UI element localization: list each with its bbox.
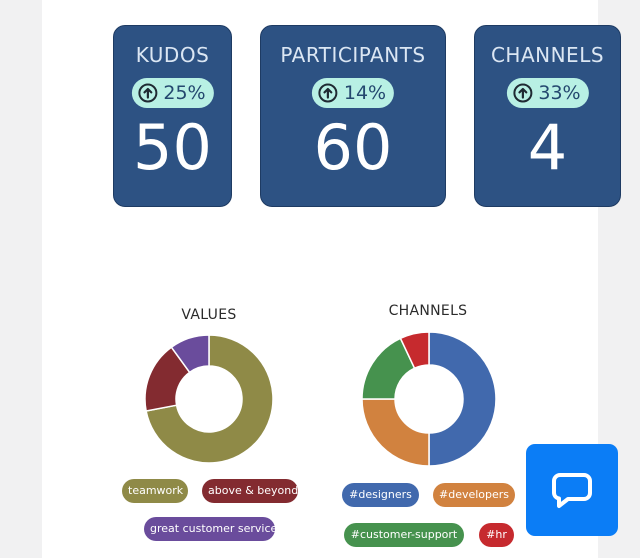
stat-value: 60 bbox=[313, 111, 393, 184]
channels-chart-title: CHANNELS bbox=[388, 303, 468, 319]
donut-slice[interactable] bbox=[145, 334, 274, 464]
stat-value: 4 bbox=[527, 111, 568, 184]
legend-item[interactable]: #designers bbox=[342, 483, 419, 507]
stat-change-value: 14% bbox=[343, 82, 387, 104]
donut-slice[interactable] bbox=[361, 398, 430, 467]
stat-change-value: 33% bbox=[538, 82, 581, 104]
values-chart-title: VALUES bbox=[181, 307, 237, 323]
stat-value: 50 bbox=[133, 111, 212, 184]
stat-change-badge: 25% bbox=[131, 78, 214, 108]
channels-donut-chart bbox=[361, 331, 497, 467]
legend-item[interactable]: above & beyond bbox=[202, 479, 298, 503]
stat-title: KUDOS bbox=[135, 43, 210, 67]
stat-change-badge: 33% bbox=[506, 78, 589, 108]
chat-bubble-icon bbox=[552, 473, 592, 508]
legend-item[interactable]: great customer service bbox=[144, 517, 277, 541]
legend-item[interactable]: teamwork bbox=[122, 479, 188, 503]
donut-slice[interactable] bbox=[428, 331, 497, 467]
values-donut-chart bbox=[144, 334, 274, 464]
donut-slice[interactable] bbox=[399, 331, 430, 370]
stat-change-value: 25% bbox=[163, 82, 206, 104]
stat-title: PARTICIPANTS bbox=[280, 43, 426, 67]
stat-change-badge: 14% bbox=[311, 78, 395, 108]
kudos-stat-card: KUDOS 25% 50 bbox=[113, 25, 232, 207]
donut-slice[interactable] bbox=[170, 334, 210, 374]
arrow-up-circle-icon bbox=[512, 83, 532, 103]
legend-item[interactable]: #customer-support bbox=[344, 523, 464, 547]
arrow-up-circle-icon bbox=[318, 83, 338, 103]
legend-item[interactable]: #hr bbox=[479, 523, 514, 547]
legend-item[interactable]: #developers bbox=[433, 483, 515, 507]
channels-stat-card: CHANNELS 33% 4 bbox=[474, 25, 621, 207]
chat-button[interactable] bbox=[526, 444, 618, 536]
stat-title: CHANNELS bbox=[490, 43, 605, 67]
participants-stat-card: PARTICIPANTS 14% 60 bbox=[260, 25, 446, 207]
dashboard-page: KUDOS 25% 50 PARTICIPANTS 14% 60 CHANNEL… bbox=[42, 0, 621, 558]
arrow-up-circle-icon bbox=[137, 83, 157, 103]
